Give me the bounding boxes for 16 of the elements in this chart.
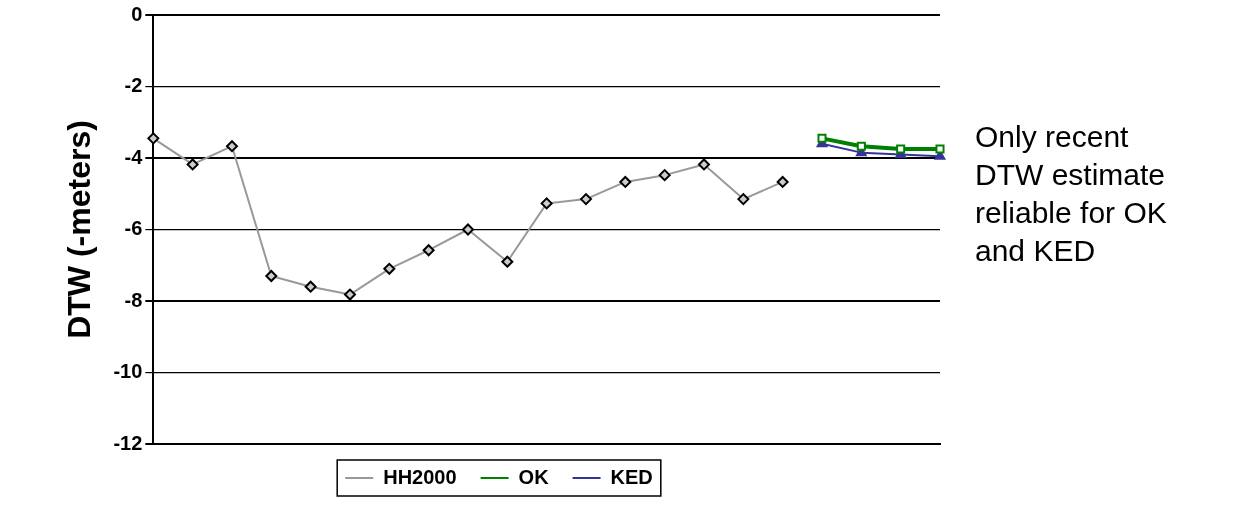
legend-label: KED (610, 465, 653, 488)
y-axis-title: DTW (-meters) (61, 120, 98, 339)
point (817, 133, 827, 143)
y-tick-label: 0 (131, 2, 143, 25)
y-tick-label: -8 (124, 288, 143, 311)
y-tick-label: -4 (124, 145, 144, 168)
y-tick-label: -12 (113, 431, 143, 454)
point (856, 141, 866, 151)
point (935, 144, 945, 154)
point (896, 144, 906, 154)
legend-label: OK (518, 465, 550, 488)
y-tick-label: -2 (124, 74, 143, 97)
y-tick-label: -6 (124, 217, 143, 240)
y-tick-label: -10 (113, 360, 143, 383)
legend-label: HH2000 (383, 465, 457, 488)
text: Only recent DTW estimate reliable for OK and KED (975, 119, 1168, 269)
